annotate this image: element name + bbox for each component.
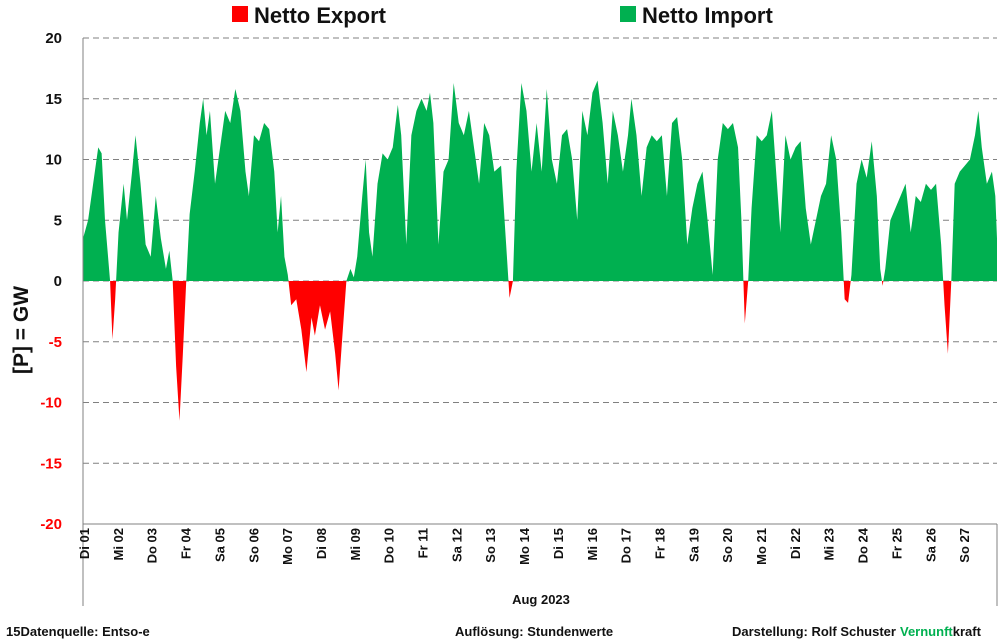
area-import [83, 80, 997, 282]
y-tick-label: 10 [45, 152, 62, 169]
y-tick-label: 0 [54, 273, 62, 290]
x-tick-label: Sa 26 [923, 528, 938, 562]
x-tick-label: Fr 25 [889, 528, 904, 559]
legend-label-export: Netto Export [254, 3, 387, 28]
axes [82, 38, 998, 606]
x-tick-label: Mo 21 [754, 528, 769, 565]
footer-resolution: Auflösung: Stundenwerte [455, 624, 613, 639]
x-tick-label: Mi 02 [111, 528, 126, 561]
x-tick-label: Do 03 [145, 528, 160, 563]
area-series [83, 80, 997, 421]
footer-brand-rest: kraft [953, 624, 982, 639]
x-tick-label: So 27 [957, 528, 972, 563]
x-tick-label: Di 22 [788, 528, 803, 559]
legend-swatch-import [620, 6, 636, 22]
y-tick-label: -15 [40, 455, 62, 472]
area-export [83, 281, 997, 421]
legend: Netto Export Netto Import [232, 3, 773, 28]
x-tick-label: Fr 18 [652, 528, 667, 559]
x-tick-label: Mo 07 [280, 528, 295, 565]
x-tick-label: Do 17 [619, 528, 634, 563]
x-tick-label: Do 24 [856, 527, 871, 563]
x-tick-label: Mi 16 [585, 528, 600, 561]
footer: 15Datenquelle: Entso-e Auflösung: Stunde… [6, 624, 982, 639]
x-tick-label: So 20 [720, 528, 735, 563]
x-tick-label: Di 01 [77, 528, 92, 559]
y-tick-label: 20 [45, 30, 62, 47]
y-tick-label: -10 [40, 395, 62, 412]
y-tick-label: 15 [45, 91, 62, 108]
footer-source: 15Datenquelle: Entso-e [6, 624, 150, 639]
x-tick-label: Fr 04 [179, 527, 194, 559]
y-tick-labels: 20 15 10 5 0 -5 -10 -15 -20 [40, 30, 62, 533]
x-tick-label: Mo 14 [517, 527, 532, 565]
y-axis-label: [P] = GW [10, 286, 33, 374]
footer-author: Darstellung: Rolf Schuster [732, 624, 896, 639]
footer-brand: Vernunftkraft [900, 624, 982, 639]
x-tick-label: So 06 [246, 528, 261, 563]
x-tick-label: Mi 23 [822, 528, 837, 561]
x-tick-label: Fr 11 [416, 528, 431, 558]
x-tick-label: Do 10 [382, 528, 397, 563]
x-tick-label: Mi 09 [348, 528, 363, 561]
y-tick-label: 5 [54, 212, 62, 229]
x-tick-label: Di 15 [551, 528, 566, 559]
x-tick-label: Sa 12 [449, 528, 464, 562]
y-tick-label: -20 [40, 516, 62, 533]
y-tick-label: -5 [49, 334, 62, 351]
footer-brand-green: Vernunft [900, 624, 953, 639]
legend-label-import: Netto Import [642, 3, 773, 28]
x-tick-label: Sa 19 [686, 528, 701, 562]
x-axis-label: Aug 2023 [512, 592, 570, 607]
x-tick-label: Sa 05 [212, 528, 227, 562]
x-tick-label: Di 08 [314, 528, 329, 559]
x-tick-labels: Di 01 Mi 02 Do 03 Fr 04 Sa 05 So 06 Mo 07 Di 08… [77, 527, 972, 565]
x-tick-label: So 13 [483, 528, 498, 563]
legend-swatch-export [232, 6, 248, 22]
